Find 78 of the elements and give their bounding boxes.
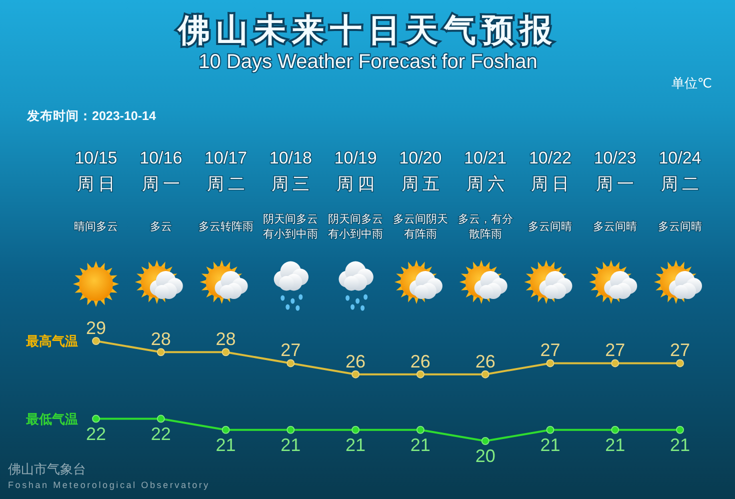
- point: [546, 359, 554, 368]
- point: [481, 437, 490, 445]
- series-label: 最低气温: [25, 411, 78, 426]
- point: [156, 414, 165, 423]
- data-label: 27: [540, 340, 560, 360]
- text: 单位℃: [671, 76, 712, 90]
- text: 周五: [401, 174, 444, 194]
- data-label: 28: [216, 329, 236, 350]
- data-label: 21: [670, 434, 690, 455]
- data-label: 27: [280, 340, 301, 360]
- text: 阴天间多云有小到中雨: [328, 214, 384, 240]
- data-label: 22: [150, 424, 171, 444]
- data-label: 21: [346, 434, 366, 455]
- x-tick-label: 10/19: [334, 148, 377, 168]
- text: 多云间晴: [658, 220, 702, 233]
- text: 周六: [466, 174, 508, 194]
- data-label: 21: [216, 434, 236, 455]
- data-label: 26: [410, 351, 430, 372]
- point: [676, 359, 684, 368]
- point: [611, 426, 620, 434]
- data-label: 26: [475, 351, 496, 372]
- point: [481, 370, 490, 378]
- data-label: 27: [670, 340, 690, 360]
- text: 多云，有分散阵雨: [458, 214, 513, 240]
- point: [286, 359, 295, 368]
- x-tick-label: 10/22: [528, 148, 572, 168]
- point: [156, 348, 165, 356]
- text: 周日: [531, 174, 574, 194]
- point: [352, 370, 360, 378]
- x-tick-label: 10/15: [74, 148, 118, 168]
- x-tick-label: 10/20: [399, 148, 442, 168]
- text: 多云间晴: [593, 220, 638, 233]
- text: 周二: [206, 174, 249, 194]
- point: [222, 348, 230, 356]
- text: 多云: [150, 221, 172, 233]
- point: [546, 426, 554, 434]
- x-tick-label: 10/24: [658, 148, 702, 168]
- data-label: 29: [86, 318, 106, 338]
- point: [352, 426, 360, 434]
- point: [92, 337, 100, 345]
- chart-subtitle: 10 Days Weather Forecast for Foshan: [198, 51, 538, 73]
- text: 阴天间多云有小到中雨: [263, 214, 318, 240]
- x-tick-label: 10/16: [140, 148, 182, 168]
- text: 周三: [272, 174, 314, 194]
- data-label: 26: [346, 351, 366, 372]
- x-tick-label: 10/18: [269, 148, 312, 168]
- data-label: 22: [86, 424, 106, 444]
- text: Foshan Meteorological Observatory: [8, 480, 210, 490]
- point: [286, 426, 295, 434]
- text: 晴间多云: [74, 220, 118, 233]
- text: 周一: [142, 174, 184, 194]
- text: 多云转阵雨: [198, 220, 254, 233]
- point: [416, 426, 424, 434]
- text: 周一: [596, 174, 638, 194]
- data-label: 27: [605, 340, 626, 360]
- series-label: 最高气温: [25, 334, 78, 348]
- data-label: 20: [475, 446, 496, 466]
- x-tick-label: 10/23: [594, 148, 636, 168]
- text: 周二: [661, 174, 703, 194]
- x-tick-label: 10/17: [204, 148, 248, 168]
- point: [222, 426, 230, 434]
- x-tick-label: 10/21: [464, 148, 507, 168]
- text: 发布时间：2023-10-14: [26, 109, 156, 123]
- text: 周日: [77, 174, 119, 194]
- data-label: 21: [410, 434, 430, 455]
- text: 多云间阴天有阵雨: [392, 214, 448, 240]
- point: [676, 426, 684, 434]
- data-label: 28: [150, 329, 171, 350]
- point: [611, 359, 620, 368]
- text: 佛山市气象台: [8, 462, 86, 476]
- point: [416, 370, 424, 378]
- data-label: 21: [605, 434, 626, 455]
- point: [92, 414, 100, 423]
- text: 多云间晴: [528, 220, 572, 233]
- data-label: 21: [280, 434, 301, 455]
- chart-title: 佛山未来十日天气预报: [177, 12, 558, 48]
- text: 周四: [336, 174, 379, 194]
- data-label: 21: [540, 434, 560, 455]
